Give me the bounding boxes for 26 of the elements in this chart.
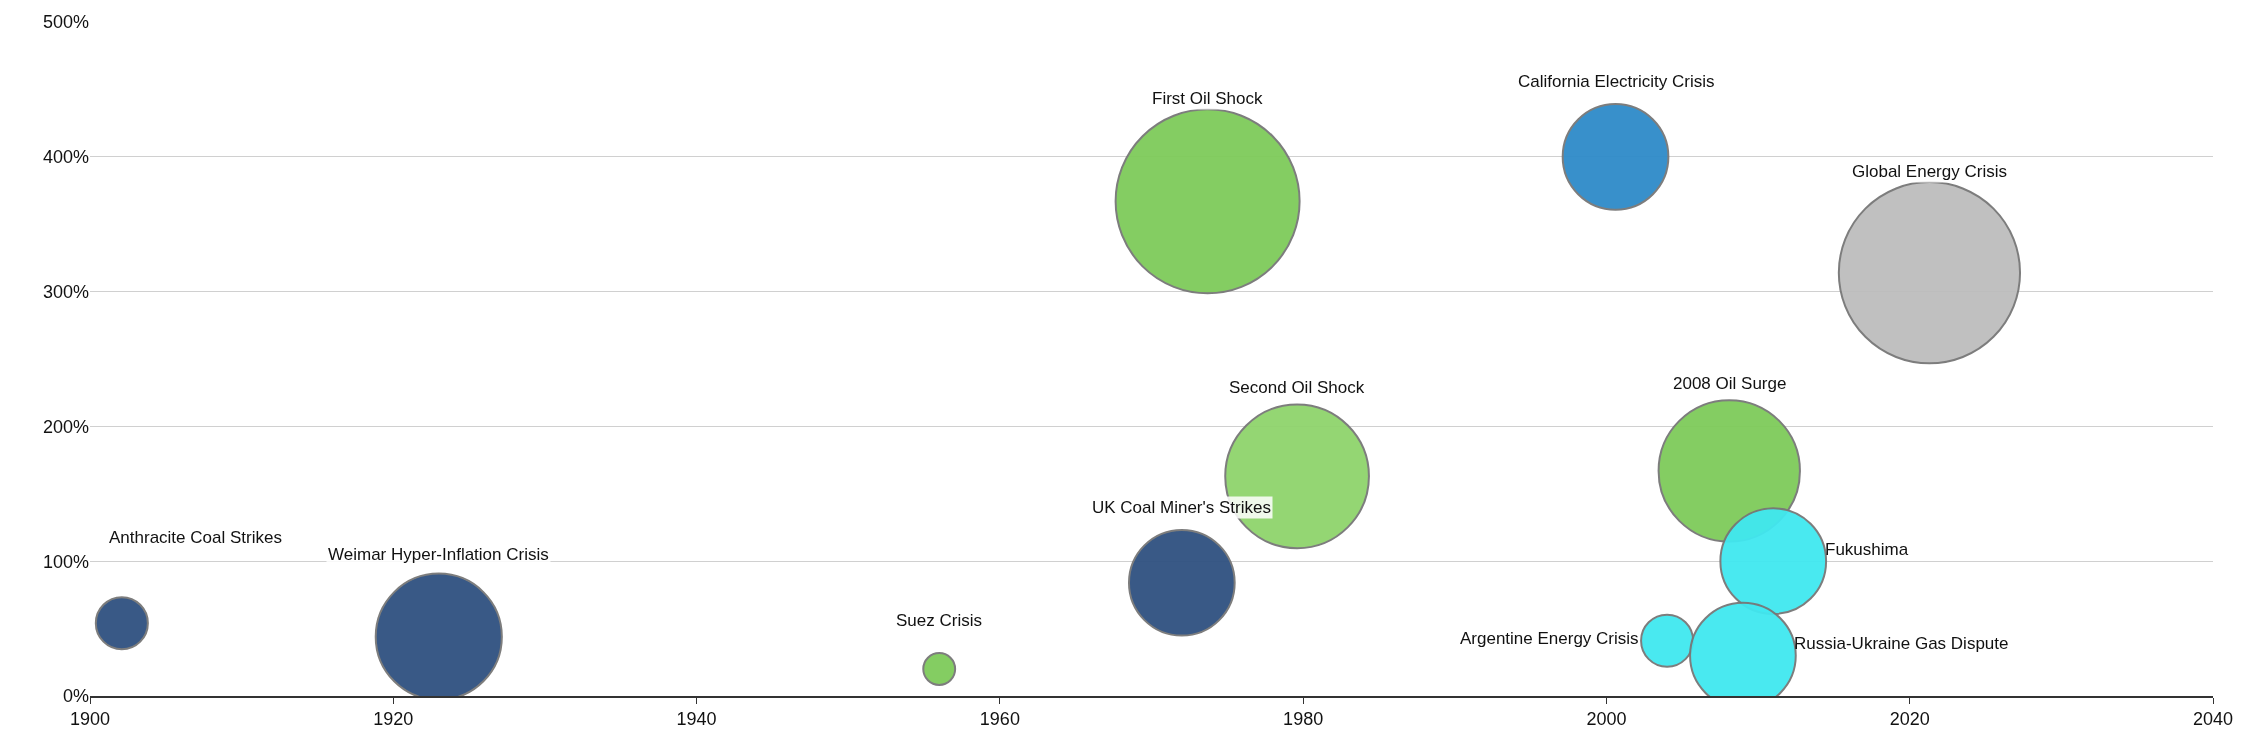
annotation: Second Oil Shock bbox=[1229, 378, 1365, 397]
annotation: California Electricity Crisis bbox=[1518, 72, 1715, 91]
x-tick-label: 1940 bbox=[676, 709, 717, 730]
annotation: Suez Crisis bbox=[896, 611, 982, 630]
annotation: Russia-Ukraine Gas Dispute bbox=[1794, 634, 2009, 653]
x-tick-label: 1980 bbox=[1283, 709, 1324, 730]
x-tick-label: 2020 bbox=[1889, 709, 1930, 730]
y-tick-label: 300% bbox=[42, 281, 89, 302]
annotation: Weimar Hyper-Inflation Crisis bbox=[328, 545, 549, 564]
annotation: First Oil Shock bbox=[1152, 89, 1264, 108]
x-tick-label: 2000 bbox=[1586, 709, 1627, 730]
y-tick-label: 200% bbox=[42, 416, 89, 437]
annotation: Global Energy Crisis bbox=[1852, 162, 2007, 181]
annotation: Anthracite Coal Strikes bbox=[109, 528, 282, 547]
y-tick-label: 400% bbox=[42, 147, 89, 168]
x-tick-label: 1920 bbox=[373, 709, 414, 730]
annotation: 2008 Oil Surge bbox=[1673, 374, 1787, 393]
annotation: UK Coal Miner's Strikes bbox=[1092, 498, 1271, 517]
x-tick-label: 2040 bbox=[2192, 709, 2234, 730]
x-tick-label: 1900 bbox=[69, 709, 111, 730]
annotation: Argentine Energy Crisis bbox=[1460, 629, 1639, 648]
y-tick-label: 500% bbox=[42, 12, 89, 33]
annotation: Fukushima bbox=[1825, 540, 1909, 559]
x-tick-label: 1960 bbox=[979, 709, 1020, 730]
y-tick-label: 100% bbox=[42, 551, 89, 572]
y-tick-label: 0% bbox=[62, 686, 89, 707]
